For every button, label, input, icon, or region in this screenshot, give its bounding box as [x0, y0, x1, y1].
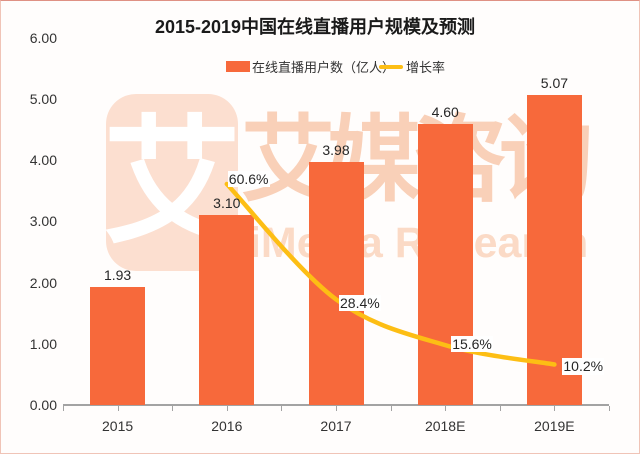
axis-tick: [281, 406, 283, 411]
axis-tick: [554, 406, 556, 411]
bar-value-label: 3.98: [322, 141, 350, 158]
axis-tick: [226, 406, 228, 411]
x-axis-line: [63, 404, 609, 406]
x-tick-label: 2019E: [534, 418, 575, 434]
y-tick-label: 3.00: [29, 213, 57, 230]
x-tick-label: 2016: [211, 418, 243, 434]
y-tick-label: 1.00: [29, 335, 57, 352]
y-tick-label: 5.00: [29, 91, 57, 108]
bar-value-label: 5.07: [540, 74, 569, 91]
growth-point-label: 10.2%: [562, 358, 605, 375]
y-tick-label: 6.00: [29, 29, 57, 46]
axis-tick: [499, 406, 501, 411]
x-tick-label: 2018E: [424, 418, 466, 434]
axis-tick: [117, 406, 119, 411]
bar: [199, 215, 255, 405]
bar: [90, 286, 146, 405]
y-tick-label: 2.00: [29, 274, 57, 291]
bar-value-label: 3.10: [213, 195, 241, 212]
bar-value-label: 1.93: [103, 266, 132, 283]
bar-value-label: 4.60: [431, 103, 459, 120]
x-tick-label: 2017: [320, 418, 352, 434]
growth-point-label: 15.6%: [451, 336, 493, 353]
bar: [417, 123, 473, 405]
bar-series-legend-label: 在线直播用户数（亿人）: [252, 60, 396, 75]
axis-tick: [445, 406, 447, 411]
bar: [308, 161, 364, 405]
y-tick-label: 4.00: [29, 152, 57, 169]
line-series-legend-label: 增长率: [406, 60, 446, 75]
line-series-swatch-icon: [379, 65, 403, 69]
y-tick-label: 0.00: [29, 397, 57, 413]
axis-tick: [63, 406, 64, 411]
growth-point-label: 60.6%: [227, 170, 270, 188]
axis-tick: [336, 406, 337, 411]
axis-tick: [172, 406, 174, 411]
iimedia-logo-icon: 艾: [103, 94, 241, 271]
x-tick-label: 2015: [102, 418, 134, 434]
chart-title: 2015-2019中国在线直播用户规模及预测: [154, 17, 476, 37]
bar-series-swatch-icon: [226, 61, 250, 72]
axis-tick: [390, 406, 392, 411]
growth-point-label: 28.4%: [339, 295, 381, 312]
axis-tick: [609, 406, 610, 411]
